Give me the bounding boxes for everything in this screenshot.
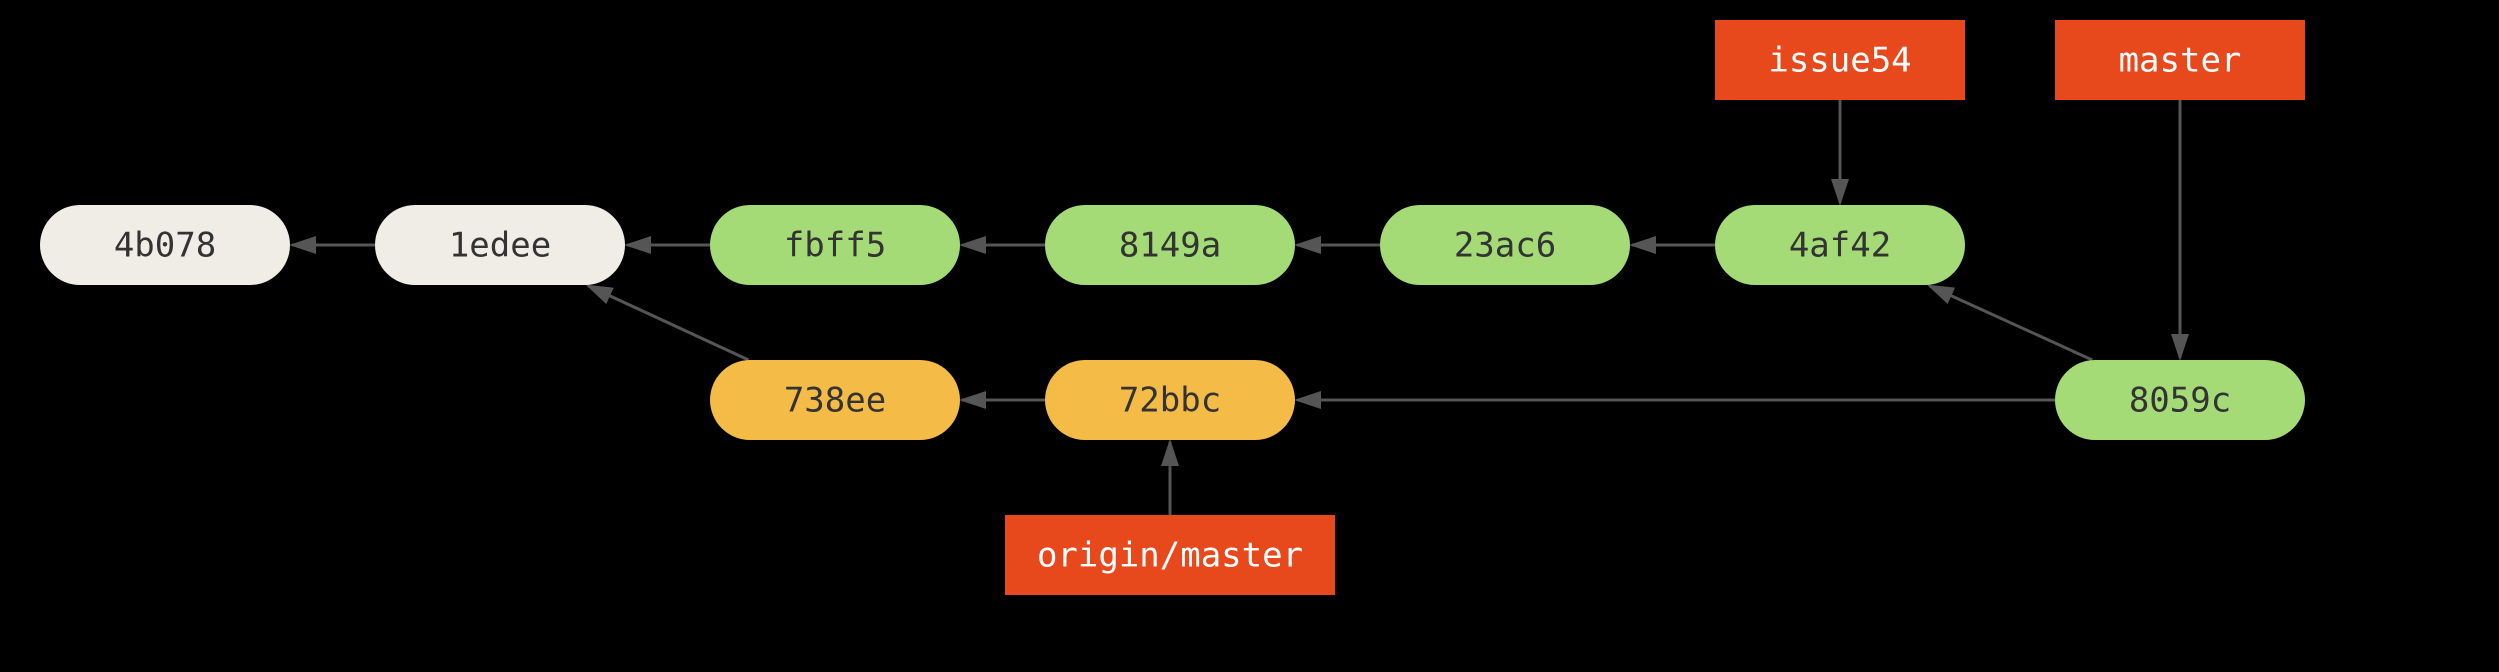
commit-node-1edee: 1edee	[375, 205, 625, 285]
branch-label: issue54	[1768, 41, 1911, 81]
commit-label: 72bbc	[1119, 381, 1221, 421]
branch-label: origin/master	[1037, 536, 1303, 576]
commit-label: 8059c	[2129, 381, 2231, 421]
edge	[1930, 286, 2093, 360]
branch-node-origin_master: origin/master	[1005, 515, 1335, 595]
commits-layer: 4b078 1edee fbff5 8149a 23ac6 4af42 738ee 72bbc…	[40, 205, 2305, 440]
commit-node-4b078: 4b078	[40, 205, 290, 285]
commit-node-738ee: 738ee	[710, 360, 960, 440]
commit-label: 4af42	[1789, 226, 1891, 266]
commit-node-8149a: 8149a	[1045, 205, 1295, 285]
branch-node-issue54: issue54	[1715, 20, 1965, 100]
git-graph-diagram: 4b078 1edee fbff5 8149a 23ac6 4af42 738ee 72bbc…	[0, 0, 2499, 672]
commit-label: 8149a	[1119, 226, 1221, 266]
commit-label: fbff5	[784, 226, 886, 266]
branch-label: master	[2119, 41, 2242, 81]
commit-label: 1edee	[449, 226, 551, 266]
commit-node-fbff5: fbff5	[710, 205, 960, 285]
commit-node-4af42: 4af42	[1715, 205, 1965, 285]
branches-layer: issue54 master origin/master	[1005, 20, 2305, 595]
branch-node-master: master	[2055, 20, 2305, 100]
commit-label: 4b078	[114, 226, 216, 266]
edge	[588, 286, 748, 360]
commit-node-8059c: 8059c	[2055, 360, 2305, 440]
commit-node-72bbc: 72bbc	[1045, 360, 1295, 440]
edges-layer	[292, 100, 2180, 515]
commit-label: 738ee	[784, 381, 886, 421]
commit-node-23ac6: 23ac6	[1380, 205, 1630, 285]
commit-label: 23ac6	[1454, 226, 1556, 266]
